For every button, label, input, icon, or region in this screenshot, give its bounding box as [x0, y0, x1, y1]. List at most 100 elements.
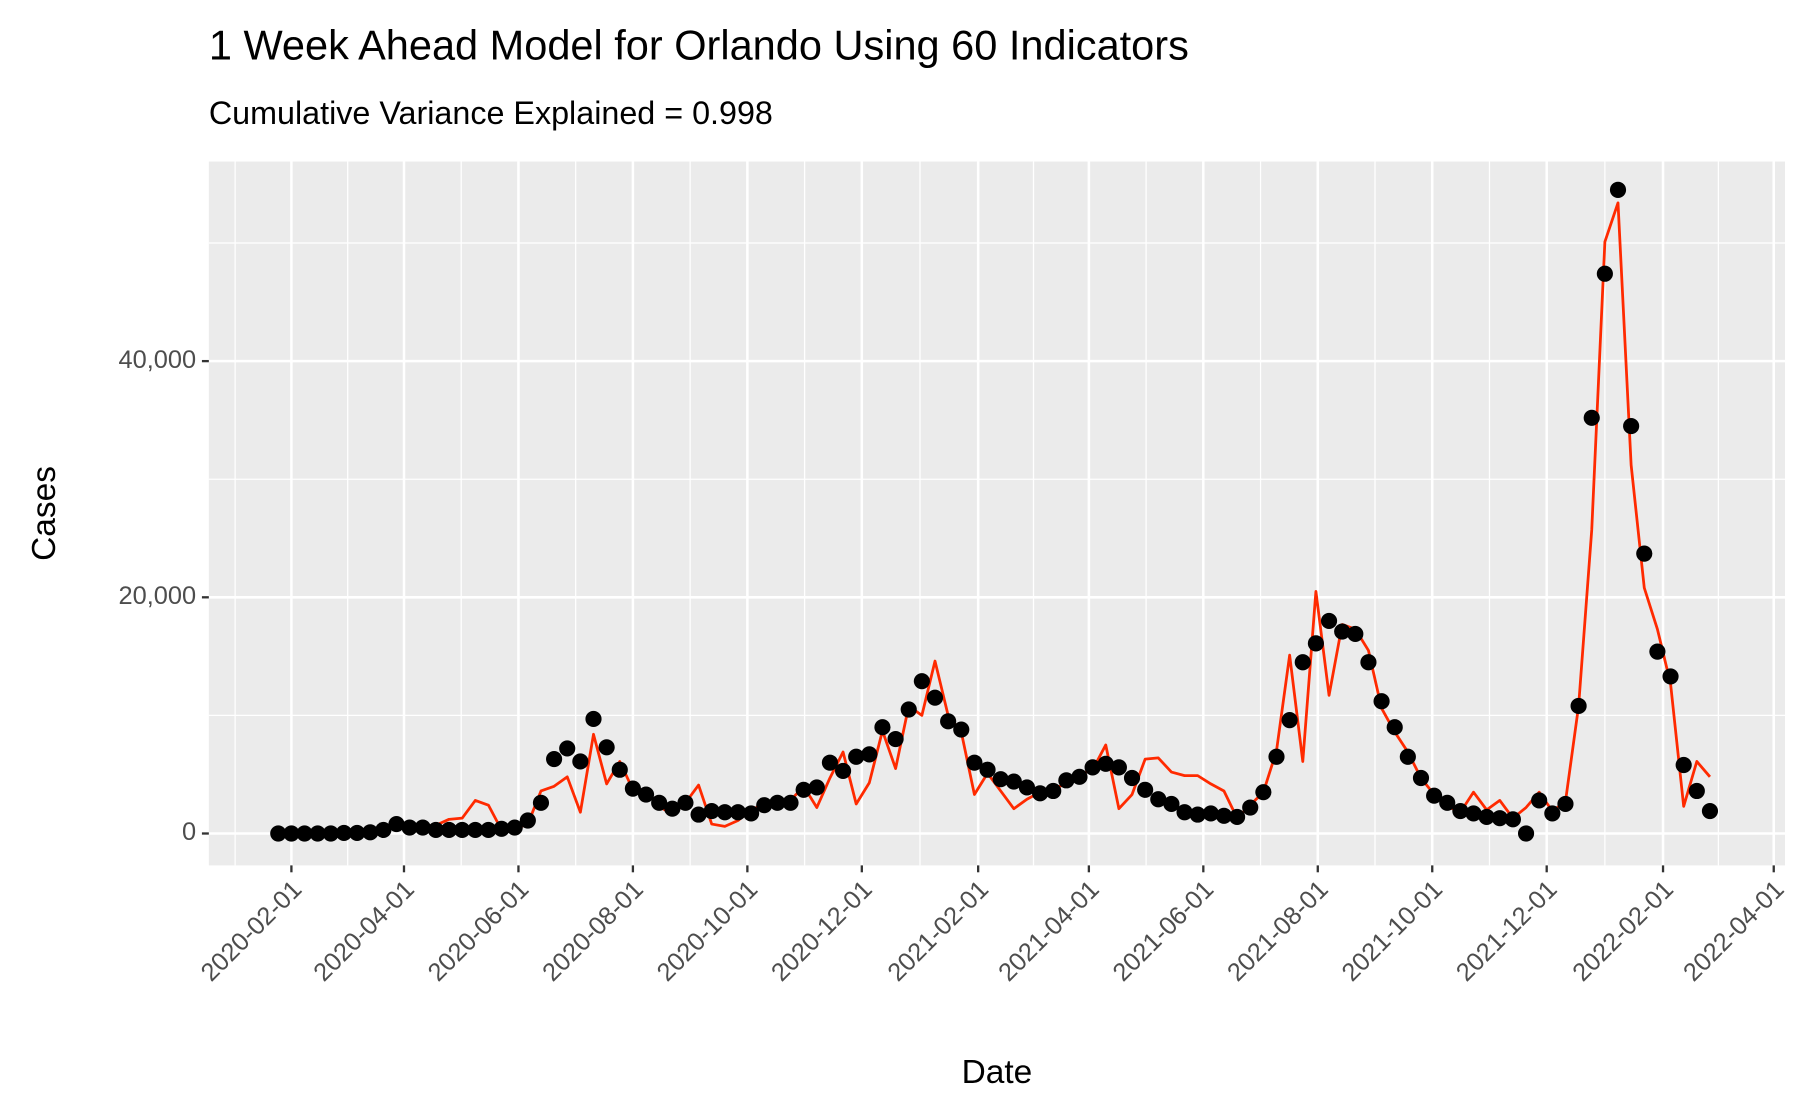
- data-point: [782, 794, 799, 811]
- data-point: [1334, 623, 1351, 640]
- data-point: [1373, 693, 1390, 710]
- data-point: [1649, 643, 1666, 660]
- data-point: [1268, 748, 1285, 765]
- data-point: [559, 740, 576, 757]
- data-point: [1281, 712, 1298, 729]
- data-point: [861, 746, 878, 763]
- data-point: [953, 721, 970, 738]
- data-point: [480, 821, 497, 839]
- data-point: [913, 673, 930, 690]
- data-point: [690, 806, 707, 823]
- data-point: [1123, 769, 1141, 787]
- data-point: [1452, 802, 1469, 820]
- data-point: [1110, 759, 1127, 776]
- data-point: [1623, 417, 1640, 435]
- data-point: [1517, 825, 1535, 842]
- y-axis-title: Cases: [26, 466, 63, 561]
- data-point: [283, 825, 300, 842]
- data-point: [834, 762, 852, 779]
- data-point: [427, 821, 444, 839]
- data-point: [1491, 810, 1508, 827]
- data-point: [1242, 799, 1259, 816]
- data-point: [992, 771, 1009, 788]
- data-point: [1005, 773, 1022, 790]
- data-point: [1215, 807, 1233, 824]
- x-tick-label: 2022-02-01: [1567, 875, 1679, 987]
- data-point: [637, 786, 655, 803]
- chart-subtitle: Cumulative Variance Explained = 0.998: [209, 95, 773, 131]
- x-tick-label: 2020-12-01: [766, 875, 878, 987]
- data-point: [1636, 545, 1653, 562]
- y-tick-label: 20,000: [119, 582, 197, 610]
- data-point: [493, 820, 510, 837]
- x-tick-label: 2020-10-01: [652, 875, 764, 987]
- data-point: [926, 689, 944, 706]
- data-point: [808, 779, 825, 796]
- data-point: [1150, 791, 1167, 808]
- data-point: [1504, 811, 1522, 828]
- data-point: [414, 819, 431, 836]
- y-tick-label: 0: [182, 818, 196, 846]
- chart-title: 1 Week Ahead Model for Orlando Using 60 …: [209, 21, 1189, 68]
- data-point: [769, 794, 786, 811]
- data-point: [1557, 795, 1574, 813]
- data-point: [1137, 781, 1154, 798]
- data-point: [1675, 756, 1692, 774]
- x-tick-label: 2021-02-01: [882, 875, 994, 987]
- data-point: [900, 701, 917, 718]
- x-tick-label: 2021-06-01: [1108, 875, 1220, 987]
- data-point: [1701, 802, 1719, 820]
- data-point: [743, 805, 760, 822]
- x-tick-label: 2020-02-01: [196, 875, 308, 987]
- data-point: [362, 824, 379, 841]
- data-point: [716, 804, 733, 821]
- data-point: [1347, 625, 1364, 642]
- data-point: [1018, 779, 1036, 796]
- data-point: [519, 812, 536, 829]
- data-point: [1084, 759, 1101, 776]
- data-point: [1596, 265, 1613, 282]
- x-tick-label: 2021-08-01: [1222, 875, 1334, 987]
- data-point: [1163, 795, 1180, 813]
- data-point: [1583, 409, 1600, 426]
- data-point: [270, 825, 287, 842]
- data-point: [887, 730, 904, 748]
- data-point: [335, 824, 353, 841]
- x-axis-title: Date: [962, 1054, 1033, 1091]
- data-point: [1071, 768, 1088, 785]
- data-point: [848, 748, 865, 765]
- data-point: [1045, 782, 1062, 800]
- data-point: [1412, 769, 1430, 787]
- data-point: [1426, 787, 1443, 804]
- data-point: [440, 821, 458, 839]
- data-point: [1294, 654, 1311, 671]
- data-point: [756, 797, 773, 814]
- data-point: [572, 753, 589, 770]
- data-point: [1544, 805, 1561, 822]
- data-point: [1320, 612, 1338, 630]
- data-point: [375, 821, 392, 839]
- x-tick-label: 2020-04-01: [308, 875, 420, 987]
- data-point: [532, 794, 550, 811]
- x-tick-label: 2021-04-01: [993, 875, 1105, 987]
- data-point: [1229, 808, 1246, 826]
- data-point: [821, 754, 839, 771]
- data-point: [940, 713, 957, 730]
- data-point: [1255, 784, 1272, 801]
- data-point: [1662, 668, 1679, 685]
- data-point: [388, 815, 405, 833]
- data-point: [309, 825, 326, 842]
- plot-panel: [208, 161, 1785, 866]
- data-point: [1097, 755, 1114, 772]
- data-point: [1176, 804, 1193, 821]
- data-point: [1386, 719, 1403, 736]
- data-point: [1688, 782, 1705, 800]
- data-point: [401, 819, 418, 836]
- data-point: [1478, 808, 1495, 826]
- data-point: [1531, 792, 1548, 809]
- x-tick-label: 2020-08-01: [537, 875, 649, 987]
- data-point: [1399, 748, 1416, 765]
- data-point: [349, 824, 366, 841]
